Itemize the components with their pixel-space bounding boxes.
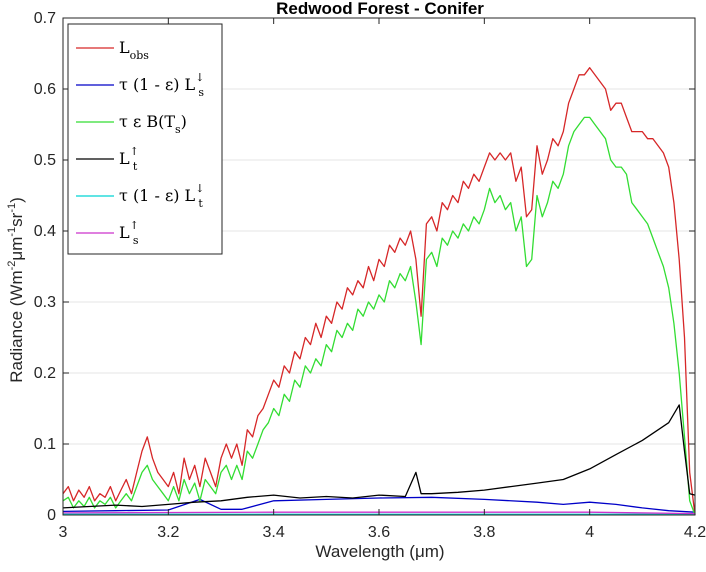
legend-item-2: τ ε B(Ts) — [76, 112, 187, 136]
y-axis-title-exp3: -1 — [6, 203, 18, 213]
y-tick-label: 0 — [47, 507, 56, 524]
series-line-2 — [62, 116, 696, 516]
y-axis-title-end: ) — [7, 197, 26, 203]
legend-item-0: Lobs — [76, 38, 149, 62]
x-tick-label: 4 — [585, 524, 594, 541]
legend: Lobs τ (1 - ε) L↓ s τ ε B(Ts) L↑ t τ (1 - ε) L… — [67, 23, 223, 255]
x-tick-label: 3.6 — [368, 524, 390, 541]
y-axis-title-exp2: -1 — [6, 227, 18, 237]
legend-label: τ (1 - ε) L↓ t — [119, 182, 204, 210]
y-axis-title-exp1: -2 — [6, 261, 18, 271]
legend-item-3: L↑ t — [76, 145, 139, 173]
x-tick-label: 3.8 — [473, 524, 495, 541]
x-tick-label: 3.2 — [157, 524, 179, 541]
series-line-3 — [62, 404, 696, 509]
y-tick-label: 0.1 — [34, 436, 56, 453]
legend-items: Lobs τ (1 - ε) L↓ s τ ε B(Ts) L↑ t τ (1 - ε) L… — [76, 38, 204, 247]
y-tick-label: 0.2 — [34, 365, 56, 382]
legend-item-1: τ (1 - ε) L↓ s — [76, 71, 204, 99]
y-axis-title: Radiance (Wm-2μm-1sr-1) — [6, 197, 26, 383]
legend-item-4: τ (1 - ε) L↓ t — [76, 182, 204, 210]
x-axis-title: Wavelength (μm) — [315, 542, 444, 561]
y-tick-label: 0.7 — [34, 10, 56, 27]
legend-label: Lobs — [119, 38, 149, 62]
legend-label: τ (1 - ε) L↓ s — [119, 71, 204, 99]
y-axis-title-mid: μm — [7, 237, 26, 261]
legend-item-5: L↑ s — [76, 219, 139, 247]
x-tick-label: 4.2 — [684, 524, 706, 541]
x-tick-label: 3 — [59, 524, 68, 541]
y-tick-label: 0.4 — [34, 223, 56, 240]
x-tick-label: 3.4 — [263, 524, 285, 541]
legend-label: L↑ t — [119, 145, 139, 173]
series-line-0 — [62, 67, 696, 516]
y-axis-title-main: Radiance (Wm — [7, 270, 26, 382]
series-line-1 — [62, 496, 696, 513]
legend-label: τ ε B(Ts) — [119, 112, 187, 136]
legend-box — [67, 23, 223, 255]
y-tick-label: 0.6 — [34, 81, 56, 98]
x-ticks: 3 3.2 3.4 3.6 3.8 4 4.2 — [59, 18, 706, 541]
chart-title: Redwood Forest - Conifer — [276, 0, 484, 18]
y-axis-title-mid2: sr — [7, 212, 26, 227]
legend-label: L↑ s — [119, 219, 139, 247]
y-tick-label: 0.5 — [34, 152, 56, 169]
y-tick-label: 0.3 — [34, 294, 56, 311]
y-ticks: 0 0.1 0.2 0.3 0.4 0.5 0.6 0.7 — [34, 10, 695, 524]
